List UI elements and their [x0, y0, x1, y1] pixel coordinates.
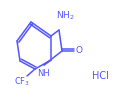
Text: HCl: HCl	[92, 71, 108, 81]
Text: NH: NH	[37, 69, 49, 78]
Text: NH$_2$: NH$_2$	[56, 10, 74, 22]
Text: CF$_3$: CF$_3$	[14, 76, 30, 88]
Text: O: O	[75, 45, 83, 54]
